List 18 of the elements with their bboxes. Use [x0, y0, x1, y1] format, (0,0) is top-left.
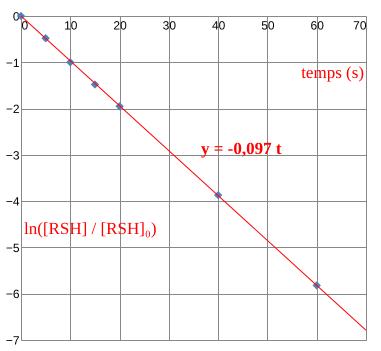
- x-tick-label: 30: [162, 18, 176, 32]
- annotation: y = -0,097 t: [201, 139, 282, 158]
- x-tick-label: 50: [261, 18, 275, 32]
- x-tick-label: 20: [113, 18, 128, 32]
- y-tick-label: −1: [6, 56, 20, 70]
- y-tick-label: −7: [6, 334, 20, 348]
- y-axis-title: ln([RSH] / [RSH]₀): [24, 219, 156, 238]
- y-tick-label: −3: [6, 148, 20, 162]
- y-tick-label: −6: [6, 287, 20, 302]
- x-tick-label: 40: [212, 18, 226, 32]
- x-tick-label: 10: [64, 18, 78, 32]
- y-tick-label: −4: [6, 194, 20, 209]
- x-tick-label: 60: [310, 18, 324, 32]
- y-tick-label: −5: [6, 240, 20, 255]
- x-tick-label: 70: [353, 18, 367, 32]
- x-tick-label: 0: [22, 18, 28, 32]
- x-axis-title: temps (s): [301, 63, 364, 82]
- y-tick-label: −2: [6, 102, 20, 116]
